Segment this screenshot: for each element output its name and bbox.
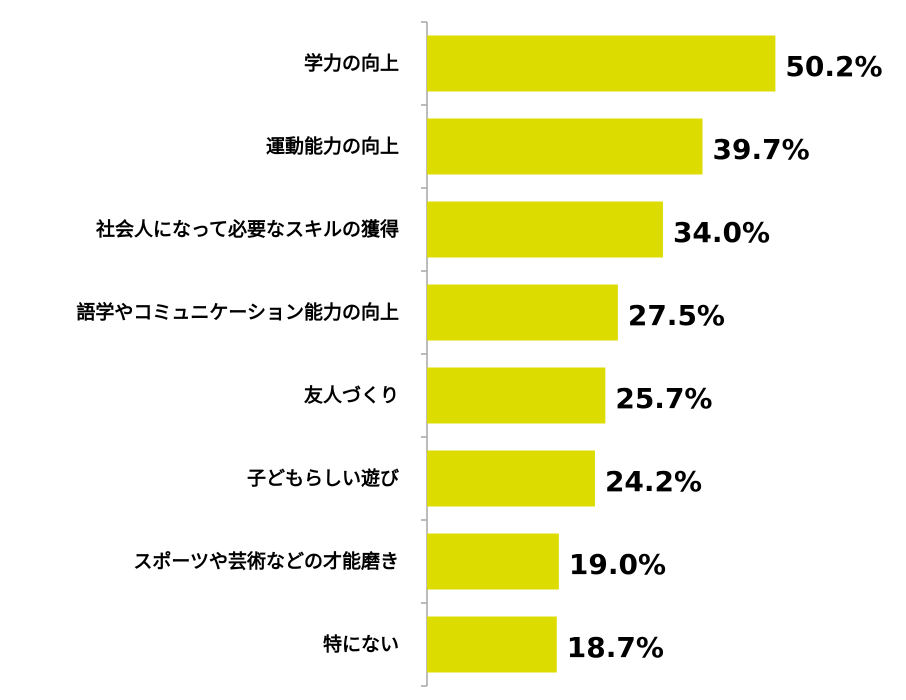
category-label-7: 特にない <box>323 634 399 656</box>
value-label-6: 19.0% <box>569 548 666 581</box>
chart-axis <box>421 21 428 687</box>
category-label-5: 子どもらしい遊び <box>247 467 399 490</box>
value-label-2: 34.0% <box>673 216 770 249</box>
bar-1 <box>427 118 703 175</box>
category-label-2: 社会人になって必要なスキルの獲得 <box>95 218 399 241</box>
category-label-6: スポーツや芸術などの才能磨き <box>133 550 399 573</box>
bar-7 <box>427 616 557 673</box>
value-label-7: 18.7% <box>567 631 664 664</box>
value-label-1: 39.7% <box>713 133 810 166</box>
bar-6 <box>427 533 559 590</box>
category-label-0: 学力の向上 <box>304 52 399 75</box>
value-label-3: 27.5% <box>628 299 725 332</box>
category-label-3: 語学やコミュニケーション能力の向上 <box>76 301 399 324</box>
bar-2 <box>427 201 663 258</box>
value-label-0: 50.2% <box>785 50 882 83</box>
bar-4 <box>427 367 606 424</box>
value-labels: 50.2% 39.7% 34.0% 27.5% 25.7% 24.2% 19.0% 18.7% <box>567 50 883 664</box>
bar-0 <box>427 35 776 92</box>
value-label-4: 25.7% <box>615 382 712 415</box>
bar-3 <box>427 284 618 341</box>
category-label-1: 運動能力の向上 <box>266 135 399 158</box>
category-label-4: 友人づくり <box>304 384 399 407</box>
category-labels: 学力の向上運動能力の向上社会人になって必要なスキルの獲得語学やコミュニケーション… <box>76 52 399 656</box>
chart-bars <box>427 35 776 673</box>
bar-5 <box>427 450 595 507</box>
value-label-5: 24.2% <box>605 465 702 498</box>
